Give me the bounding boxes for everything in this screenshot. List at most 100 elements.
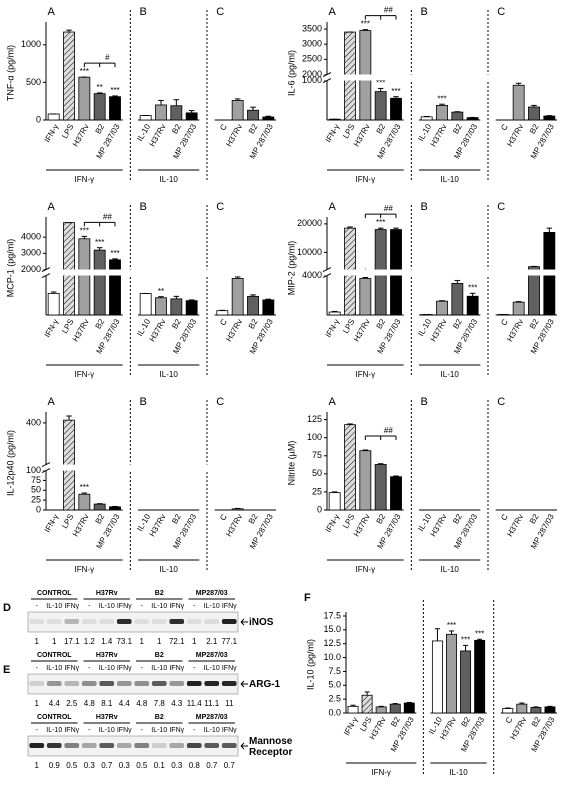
blot-value: 8.1 [101,699,113,708]
bar [502,708,514,714]
y-tick-label: 100 [307,432,322,442]
significance: *** [437,94,446,103]
y-tick-label: 25 [312,486,322,496]
blot-lane: IFNγ [169,603,184,610]
blot-lane: IFNγ [117,603,132,610]
group-label: A [329,396,337,408]
blot-band [186,681,202,686]
group-label: B [421,201,428,213]
protein-label-box: iNOS [249,617,273,628]
y-tick-label: 1000 [302,75,322,85]
bar-hatch [344,424,356,510]
y-tick-label: 400 [26,417,41,427]
significance: *** [80,67,89,76]
blot-lane: IL-10 [151,603,167,610]
x-tick-label: C [499,317,510,327]
blot-band [134,743,150,748]
blot-lane: IFNγ [222,603,237,610]
blot-lane: - [141,603,144,610]
group-label: A [48,201,56,213]
blot-value: 0.5 [66,761,78,770]
blot-value: 1 [35,699,40,708]
x-tick-label: C [218,122,229,132]
blot-band [81,619,97,624]
bracket-label: ## [384,426,393,435]
blot-value: 72.1 [169,637,185,646]
blot-header: MP287/03 [196,714,228,721]
bar [216,310,229,316]
blot-band [99,619,115,624]
bar [516,703,528,714]
blot-lane: IFNγ [64,665,79,672]
bar [139,293,152,316]
significance: ** [97,83,103,92]
blot-band [116,743,132,748]
blot-value: 0.7 [224,761,236,770]
y-axis-title: TNF-α (pg/ml) [5,45,15,101]
blot-header: CONTROL [37,652,72,659]
blot-band [169,743,185,748]
blot-arrow-head [240,621,245,626]
bracket-label: ## [103,212,112,221]
blot-arrow-head [240,683,245,688]
y-tick-label: 4000 [21,232,41,242]
group-label: A [48,396,56,408]
panel-label: E [3,664,10,676]
break-mark [322,273,332,278]
bar [247,109,259,121]
blot-value: 0.8 [189,761,201,770]
break-mark [322,78,332,83]
blot-lane: IFNγ [222,727,237,734]
blot-lane: IFNγ [222,665,237,672]
significance: *** [95,238,104,247]
blot-value: 0.3 [171,761,183,770]
break-mark [41,267,51,272]
y-tick-label: 2.5 [328,694,341,704]
group-sublabel: IFN-γ [371,768,391,777]
blot-lane: - [141,727,144,734]
y-axis-title: IL-10 (pg/ml) [305,639,315,690]
blot-value: 4.8 [136,699,148,708]
blot-value: 4.3 [171,699,183,708]
blot-band [64,681,80,686]
blot-lane: IFNγ [169,665,184,672]
y-tick-label: 15.0 [323,624,341,634]
blot-value: 4.4 [119,699,131,708]
group-sublabel: IL-10 [441,175,460,184]
y-axis-title: Nitrite (µM) [286,441,296,486]
blot-lane: IL-10 [151,727,167,734]
x-tick-label: B2 [170,122,183,135]
blot-band [81,681,97,686]
y-tick-label: 500 [26,77,41,87]
y-tick-label: 20000 [297,218,322,228]
blot-value: 1 [35,761,40,770]
blot-value: 4.8 [84,699,96,708]
blot-value: 0.3 [119,761,131,770]
bar [420,116,433,121]
bar [389,703,401,714]
significance: *** [391,87,400,96]
group-label: C [216,201,224,213]
bar [466,117,479,121]
y-tick-label: 3000 [302,39,322,49]
x-tick-label: C [499,122,510,132]
x-tick-label: B2 [170,512,183,525]
significance: *** [447,621,456,630]
y-tick-label: 10.0 [323,652,341,662]
blot-header: B2 [155,652,164,659]
bar [93,503,106,511]
blot-lane: IL-10 [99,727,115,734]
axis-break [323,269,557,276]
y-tick-label: 0.0 [328,707,341,717]
break-mark [41,273,51,278]
x-tick-label: B2 [451,512,464,525]
group-sublabel: IFN-γ [356,175,376,184]
bar [262,116,275,121]
bar [466,295,479,316]
bar [78,238,91,316]
blot-header: MP287/03 [196,590,228,597]
y-axis-title: MIP-2 (pg/ml) [286,241,296,296]
blot-lane: - [88,665,91,672]
bar [170,298,183,316]
bar [231,277,244,316]
